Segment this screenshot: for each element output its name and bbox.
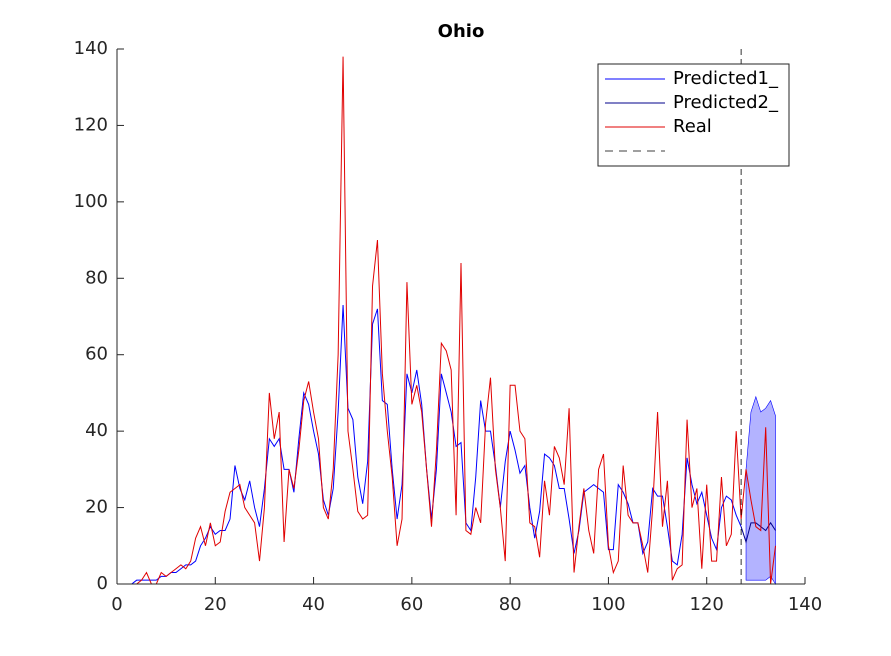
chart-title: Ohio: [438, 21, 485, 42]
confidence-band: [745, 395, 776, 586]
y-tick-label: 120: [74, 114, 108, 135]
y-tick-label: 20: [85, 497, 108, 518]
x-tick-label: 20: [204, 594, 227, 615]
legend-label: Real: [673, 116, 712, 137]
y-tick-label: 0: [97, 573, 108, 594]
series-line: [740, 521, 776, 544]
x-tick-label: 140: [788, 594, 822, 615]
legend-label: Predicted1_: [673, 68, 779, 89]
x-tick-label: 120: [690, 594, 724, 615]
x-tick-label: 0: [111, 594, 122, 615]
y-tick-label: 60: [85, 344, 108, 365]
x-tick-label: 80: [499, 594, 522, 615]
x-tick-label: 100: [591, 594, 625, 615]
y-tick-label: 80: [85, 267, 108, 288]
x-tick-label: 40: [302, 594, 325, 615]
y-tick-label: 100: [74, 191, 108, 212]
legend-box: [597, 63, 790, 167]
y-tick-label: 140: [74, 38, 108, 59]
series-line: [117, 56, 777, 585]
legend-label: Predicted2_: [673, 92, 779, 113]
y-tick-label: 40: [85, 420, 108, 441]
x-tick-label: 60: [400, 594, 423, 615]
